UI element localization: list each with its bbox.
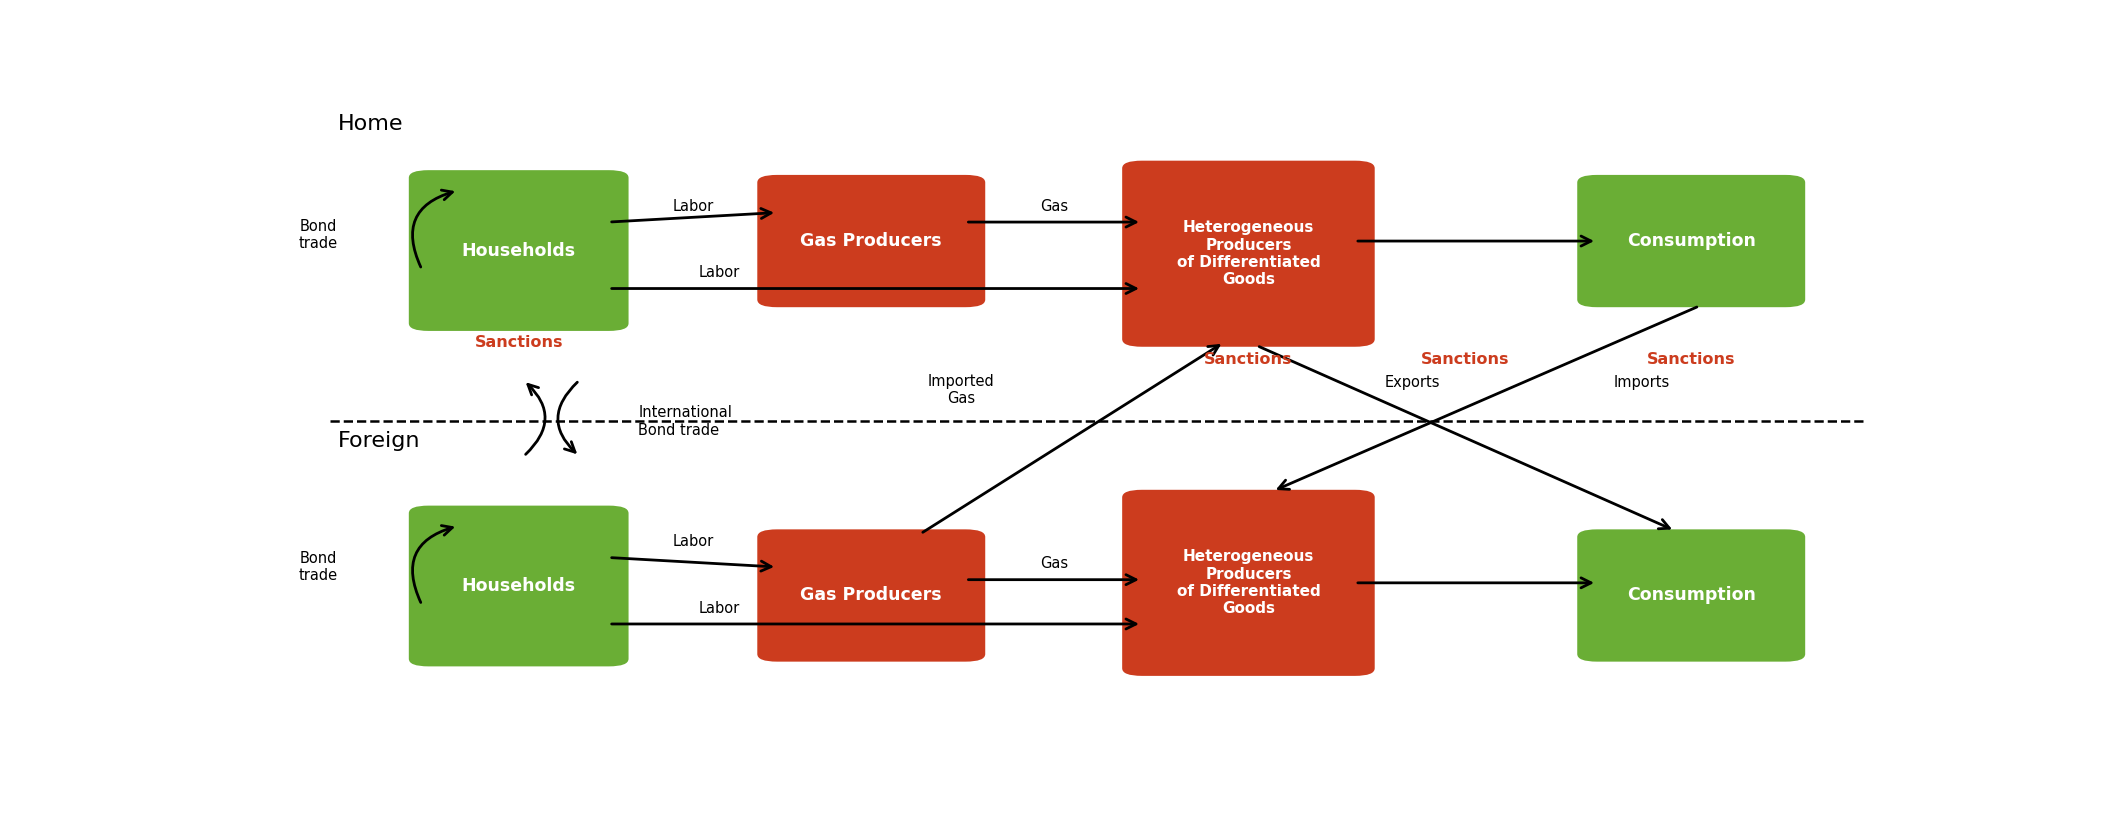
Text: Labor: Labor	[673, 199, 713, 214]
FancyBboxPatch shape	[1576, 529, 1805, 662]
FancyBboxPatch shape	[1121, 160, 1375, 347]
Text: International
Bond trade: International Bond trade	[639, 405, 732, 437]
Text: Consumption: Consumption	[1627, 232, 1756, 250]
Text: Foreign: Foreign	[339, 431, 421, 451]
Text: Bond
trade: Bond trade	[298, 551, 339, 584]
Text: Households: Households	[461, 242, 576, 260]
FancyBboxPatch shape	[1121, 490, 1375, 676]
Text: Sanctions: Sanctions	[1204, 352, 1293, 367]
FancyBboxPatch shape	[408, 506, 628, 667]
Text: Sanctions: Sanctions	[1646, 352, 1735, 367]
Text: Heterogeneous
Producers
of Differentiated
Goods: Heterogeneous Producers of Differentiate…	[1176, 549, 1320, 616]
Text: Bond
trade: Bond trade	[298, 219, 339, 251]
Text: Labor: Labor	[698, 266, 741, 280]
Text: Labor: Labor	[698, 601, 741, 616]
Text: Gas Producers: Gas Producers	[800, 232, 942, 250]
FancyBboxPatch shape	[758, 175, 986, 307]
Text: Heterogeneous
Producers
of Differentiated
Goods: Heterogeneous Producers of Differentiate…	[1176, 220, 1320, 288]
FancyBboxPatch shape	[408, 170, 628, 331]
FancyBboxPatch shape	[1576, 175, 1805, 307]
Text: Consumption: Consumption	[1627, 587, 1756, 604]
Text: Gas Producers: Gas Producers	[800, 587, 942, 604]
Text: Imports: Imports	[1615, 375, 1670, 390]
Text: Gas: Gas	[1039, 556, 1069, 571]
Text: Households: Households	[461, 577, 576, 595]
Text: Gas: Gas	[1039, 199, 1069, 214]
Text: Labor: Labor	[673, 534, 713, 549]
Text: Sanctions: Sanctions	[474, 335, 563, 349]
Text: Exports: Exports	[1384, 375, 1441, 390]
Text: Home: Home	[339, 114, 404, 135]
Text: Imported
Gas: Imported Gas	[929, 373, 995, 406]
Text: Sanctions: Sanctions	[1420, 352, 1509, 367]
FancyBboxPatch shape	[758, 529, 986, 662]
